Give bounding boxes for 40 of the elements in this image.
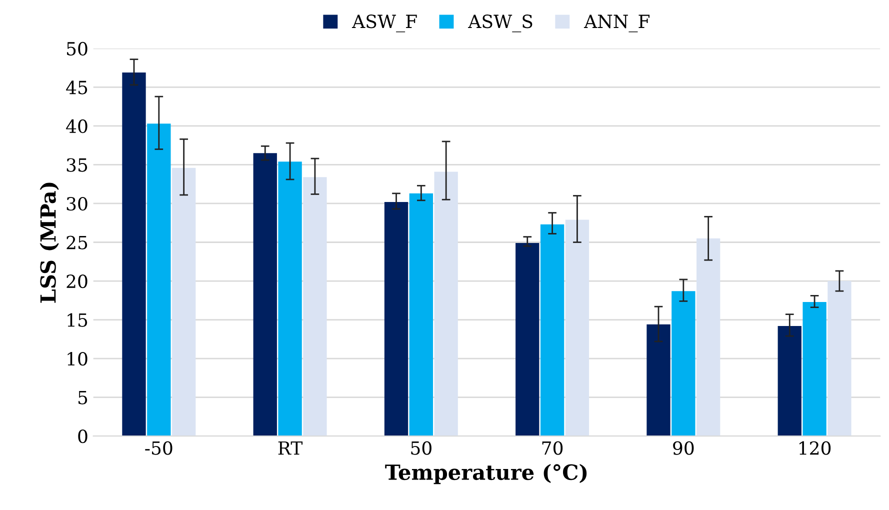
bar [696,238,720,436]
bar [147,124,171,436]
y-axis-title: LSS (MPa) [40,182,59,303]
bar [828,281,852,436]
bar [303,177,327,436]
x-tick-label: 90 [673,441,694,455]
x-tick-label: 120 [800,441,831,455]
y-tick-label: 40 [66,119,88,134]
bar [540,224,564,436]
x-tick-label: RT [278,441,303,455]
y-tick-label: 10 [68,352,88,366]
bar [565,220,590,436]
y-tick-label: 45 [66,80,88,94]
bar [778,326,802,436]
bar [672,291,696,436]
y-tick-label: 5 [78,390,88,404]
y-tick-label: 15 [68,313,88,327]
bar [802,302,826,436]
bar [409,193,433,436]
x-tick-label: -50 [145,441,172,455]
x-axis-title: Temperature (°C) [385,464,587,484]
bar [384,202,408,436]
bar [122,72,146,436]
x-tick-label: 70 [542,441,563,455]
bar [253,153,277,436]
y-tick-label: 20 [66,274,88,288]
legend-label: ANN_F [584,14,650,32]
y-tick-label: 50 [67,42,88,56]
bar [172,168,196,436]
bar [434,172,458,436]
bar [516,243,540,436]
x-tick-label: 50 [411,441,432,455]
y-tick-label: 25 [66,236,88,250]
bar [278,162,302,436]
legend-label: ASW_F [352,14,417,32]
bar [646,324,670,436]
y-tick-label: 0 [78,430,88,444]
legend-label: ASW_S [468,14,532,32]
y-tick-label: 30 [66,196,88,211]
y-tick-label: 35 [66,158,88,172]
